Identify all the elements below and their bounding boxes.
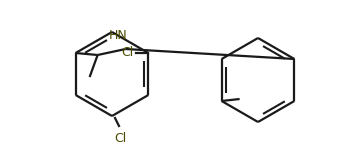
Text: Cl: Cl <box>114 132 126 145</box>
Text: HN: HN <box>108 29 127 42</box>
Text: Cl: Cl <box>121 46 134 60</box>
